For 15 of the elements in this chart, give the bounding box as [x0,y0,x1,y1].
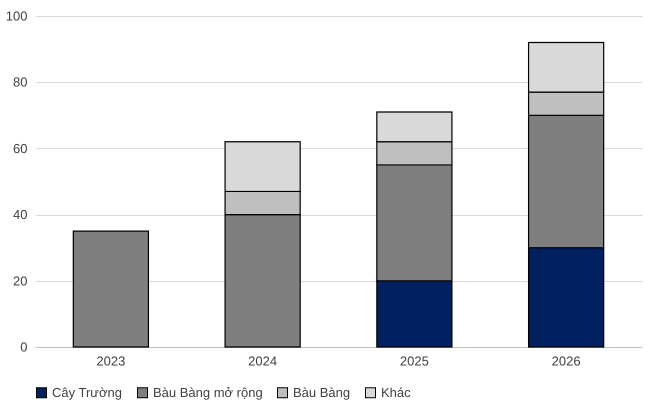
legend-label: Cây Trường [52,384,122,400]
y-tick-label: 80 [13,74,28,90]
x-tick-label: 2023 [96,354,126,368]
y-tick-label: 100 [6,8,28,24]
legend-label: Bàu Bàng [293,384,350,400]
y-tick-label: 0 [20,340,28,354]
bar [72,230,150,348]
legend-label: Bàu Bàng mở rộng [153,384,263,400]
x-tick-label: 2025 [400,354,429,368]
legend-label: Khác [381,384,412,400]
x-tick-label: 2024 [248,354,278,368]
y-tick-label: 60 [13,140,28,156]
y-tick-label: 20 [13,273,28,288]
y-tick-label: 40 [13,207,28,222]
x-tick-label: 2026 [552,354,581,368]
